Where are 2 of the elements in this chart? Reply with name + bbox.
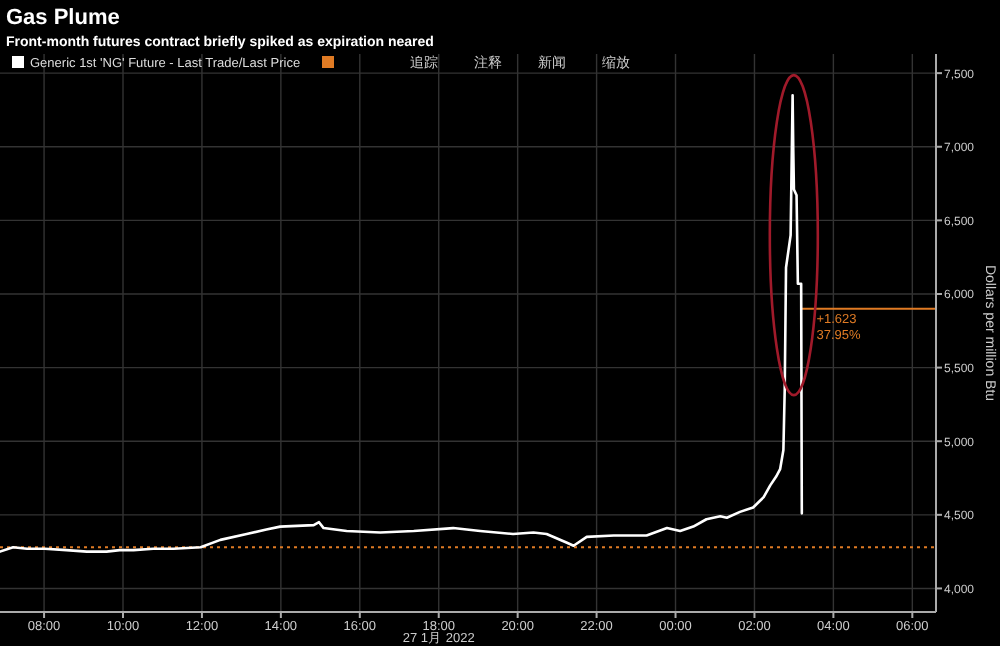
line-series bbox=[0, 93, 804, 553]
chart-title: Gas Plume bbox=[6, 6, 120, 30]
